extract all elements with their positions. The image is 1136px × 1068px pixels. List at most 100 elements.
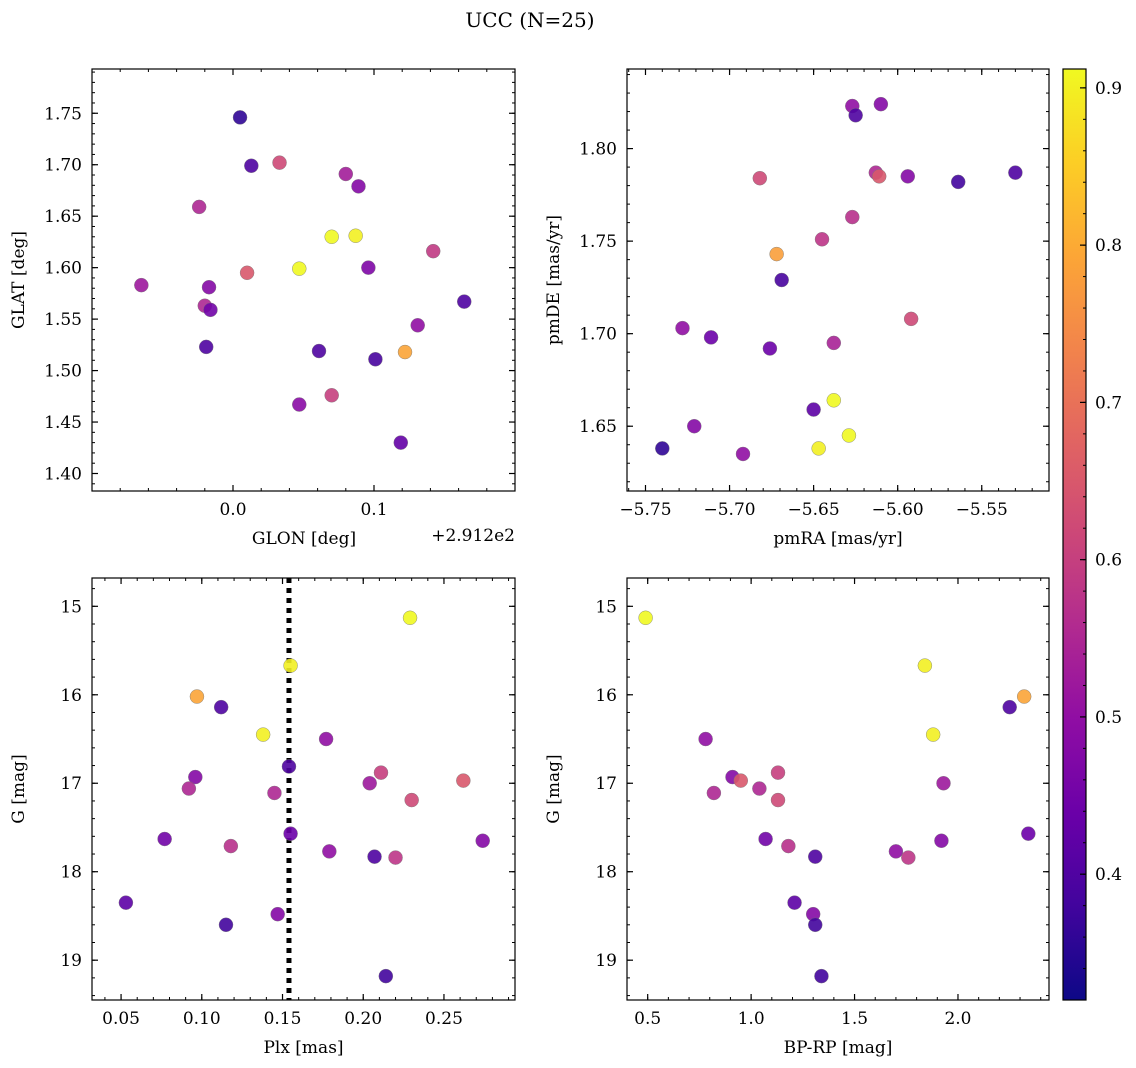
data-point [318, 731, 334, 747]
data-point [752, 781, 767, 796]
data-point [781, 838, 796, 854]
x-tick-label: 0.25 [425, 1009, 463, 1029]
y-tick-label: 18 [595, 863, 617, 883]
data-point [811, 441, 826, 456]
data-point [936, 776, 951, 791]
data-point [348, 228, 363, 243]
data-point [283, 826, 298, 841]
data-point [267, 785, 282, 801]
data-point [281, 759, 297, 774]
x-tick-label: 0.20 [344, 1009, 382, 1029]
data-point [735, 446, 751, 462]
data-point [698, 731, 713, 747]
data-point [873, 96, 889, 112]
y-tick-label: 1.65 [579, 417, 617, 437]
data-point [675, 320, 690, 336]
data-point [373, 765, 389, 780]
data-point [901, 850, 916, 865]
y-axis-label: G [mag] [9, 754, 29, 823]
y-tick-label: 18 [60, 863, 82, 883]
y-tick-label: 16 [60, 686, 82, 706]
data-point [361, 260, 376, 275]
data-point [157, 831, 172, 847]
data-point [752, 171, 768, 186]
x-axis-label: GLON [deg] [252, 529, 356, 549]
y-tick-label: 15 [595, 597, 617, 617]
y-tick-label: 1.40 [44, 465, 82, 485]
x-tick-label: 2.0 [944, 1009, 971, 1029]
data-point [244, 158, 259, 173]
data-point [475, 833, 490, 848]
data-point [232, 110, 248, 125]
data-point [1016, 689, 1032, 704]
data-point [934, 833, 949, 848]
data-point [900, 169, 915, 184]
data-point [762, 341, 778, 356]
data-point [456, 773, 471, 788]
data-point [787, 895, 802, 910]
y-axis-label: pmDE [mas/yr] [544, 215, 564, 345]
y-tick-label: 1.50 [44, 362, 82, 382]
data-point [203, 302, 218, 318]
colorbar: 0.4 0.5 0.6 0.7 0.8 0.9 [1062, 68, 1122, 1001]
y-tick-label: 1.80 [579, 140, 617, 160]
data-point [362, 776, 377, 791]
data-point [324, 229, 339, 244]
colorbar-gradient [1062, 68, 1087, 1001]
x-tick-label: 0.10 [183, 1009, 221, 1029]
data-point [808, 849, 823, 864]
data-point [351, 179, 366, 194]
data-point [388, 850, 403, 865]
data-point [1002, 699, 1017, 715]
data-point [426, 243, 441, 259]
data-point [201, 280, 217, 295]
data-point [378, 968, 394, 984]
data-point [770, 765, 786, 780]
data-point [311, 343, 327, 359]
axes-frame [626, 68, 1050, 492]
y-tick-label: 1.60 [44, 259, 82, 279]
data-point [706, 785, 722, 801]
data-point [733, 773, 748, 788]
data-point [888, 844, 904, 859]
points [118, 610, 490, 984]
data-point [338, 166, 353, 182]
data-point [841, 428, 857, 443]
y-tick-label: 19 [60, 951, 82, 971]
data-point [199, 339, 214, 355]
data-point [1021, 826, 1036, 841]
data-point [270, 906, 285, 922]
figure-title: UCC (N=25) [465, 8, 594, 32]
panel-plx-g: 0.05 0.10 0.15 0.20 0.25 15 16 17 18 19 Plx [mas] G… [9, 577, 516, 1058]
x-tick-label: −5.65 [788, 500, 840, 520]
x-tick-label: 0.15 [264, 1009, 302, 1029]
x-tick-label: −5.55 [956, 500, 1008, 520]
y-tick-label: 1.65 [44, 207, 82, 227]
data-point [826, 335, 841, 351]
axes-frame [626, 577, 1050, 1001]
data-point [848, 108, 863, 123]
y-tick-label: 1.70 [579, 325, 617, 345]
data-point [324, 388, 339, 403]
data-point [687, 419, 702, 434]
data-point [393, 435, 408, 450]
y-tick-label: 1.70 [44, 156, 82, 176]
x-tick-label: 0.1 [360, 500, 387, 520]
colorbar-tick-label: 0.4 [1095, 865, 1122, 885]
y-axis-label: G [mag] [544, 754, 564, 823]
data-point [808, 917, 823, 933]
data-point [951, 174, 966, 190]
data-point [638, 610, 653, 626]
y-tick-label: 15 [60, 597, 82, 617]
y-tick-label: 1.45 [44, 413, 82, 433]
data-point [814, 968, 829, 984]
x-offset-text: +2.912e2 [431, 526, 515, 546]
x-tick-label: −5.60 [872, 500, 924, 520]
data-point [189, 689, 205, 704]
panel-cmd: 0.5 1.0 1.5 2.0 15 16 17 18 19 BP-RP [mag] G [mag] [544, 577, 1050, 1058]
axes-frame [91, 577, 516, 1001]
colorbar-tick-label: 0.9 [1095, 79, 1122, 99]
data-point [457, 294, 472, 309]
data-point [703, 330, 719, 345]
data-point [213, 699, 229, 715]
